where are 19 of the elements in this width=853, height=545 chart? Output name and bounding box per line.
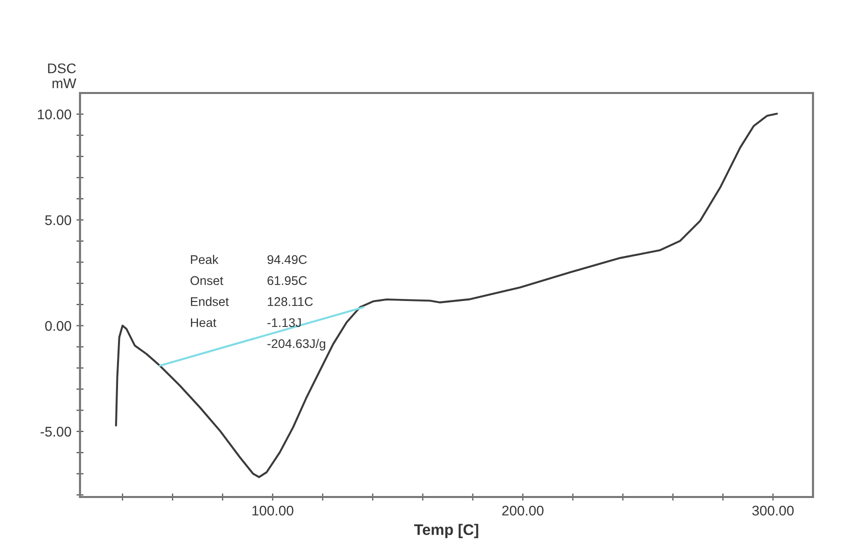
y-tick-label: 0.00 (45, 321, 72, 331)
y-tick-label: 5.00 (45, 215, 72, 226)
annotation: -204.63J/g (267, 338, 326, 351)
y-tick-label: 10.00 (38, 109, 72, 120)
annotation: Onset (190, 276, 224, 286)
annotation: 94.49C (268, 255, 307, 264)
x-tick-label: 300.00 (752, 506, 794, 516)
annotation: Endset (190, 296, 229, 306)
y-axis-title: DSC mW (48, 63, 76, 88)
line-series (115, 112, 778, 478)
x-axis-title: Temp [C] (414, 524, 478, 538)
y-tick-label: -5.00 (40, 426, 72, 437)
x-tick-label: 100.00 (252, 506, 294, 516)
annotation: Heat (190, 318, 216, 328)
x-tick-label: 200.00 (502, 506, 544, 516)
annotation: -1.13J (267, 318, 301, 328)
annotation: Peak (190, 254, 218, 264)
annotation: 128.11C (268, 297, 313, 306)
annotation: 61.95C (268, 276, 307, 286)
